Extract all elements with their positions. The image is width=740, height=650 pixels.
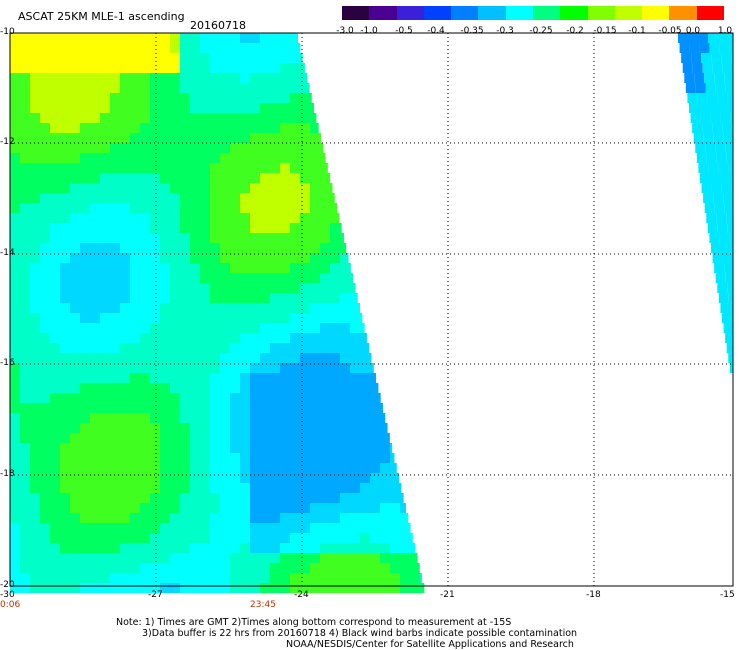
footnotes: Note: 1) Times are GMT 2)Times along bot… xyxy=(116,617,577,650)
colorbar-label: -0.1 xyxy=(628,26,646,36)
colorbar-swatch xyxy=(342,6,370,20)
swath-data xyxy=(10,33,733,593)
longitude-label: -18 xyxy=(586,590,601,600)
colorbar-swatch xyxy=(396,6,424,20)
colorbar-label: -0.05 xyxy=(658,26,682,36)
product-title: ASCAT 25KM MLE-1 ascending xyxy=(18,10,185,23)
longitude-label: -15 xyxy=(720,590,735,600)
note-line-1: Note: 1) Times are GMT 2)Times along bot… xyxy=(116,617,512,628)
colorbar-labels: -3.0 -1.0 -0.5 -0.4 -0.35 -0.3 -0.25 -0.2 -0.15 -… xyxy=(330,26,735,38)
colorbar-label: -0.5 xyxy=(395,26,413,36)
colorbar-swatch xyxy=(669,6,697,20)
colorbar-label: -0.25 xyxy=(529,26,553,36)
note-line-3: NOAA/NESDIS/Center for Satellite Applica… xyxy=(286,639,574,650)
product-date: 20160718 xyxy=(190,19,246,32)
colorbar-swatch xyxy=(451,6,479,20)
colorbar-label: -0.2 xyxy=(566,26,584,36)
lat-lon-grid xyxy=(10,33,733,586)
colorbar-label: -0.15 xyxy=(593,26,617,36)
note-line-2: 3)Data buffer is 22 hrs from 20160718 4)… xyxy=(142,628,578,639)
map-frame xyxy=(9,32,734,587)
colorbar-swatch xyxy=(505,6,533,20)
swath-map xyxy=(9,32,734,593)
colorbar xyxy=(342,6,724,20)
colorbar-swatch xyxy=(614,6,643,20)
colorbar-swatch xyxy=(587,6,615,20)
longitude-label: -27 xyxy=(148,590,163,600)
colorbar-swatch xyxy=(560,6,588,20)
colorbar-label: -0.3 xyxy=(496,26,514,36)
colorbar-label: -1.0 xyxy=(360,26,378,36)
latitude-label: -18 xyxy=(0,469,15,479)
colorbar-swatch xyxy=(642,6,670,20)
latitude-label: -20 xyxy=(0,580,15,590)
longitude-label: -21 xyxy=(440,590,455,600)
time-label-start: 0:06 xyxy=(0,600,21,610)
latitude-label: -10 xyxy=(0,27,15,37)
latitude-label: -14 xyxy=(0,248,15,258)
latitude-label: -16 xyxy=(0,358,15,368)
colorbar-label: -0.4 xyxy=(427,26,445,36)
colorbar-swatch xyxy=(423,6,452,20)
colorbar-label: 1.0 xyxy=(717,26,733,36)
latitude-label: -12 xyxy=(0,137,15,147)
colorbar-swatch xyxy=(696,6,724,20)
time-label-end: 23:45 xyxy=(250,600,276,610)
colorbar-swatch xyxy=(478,6,506,20)
colorbar-swatch xyxy=(532,6,561,20)
longitude-label: -24 xyxy=(294,590,309,600)
longitude-label: -30 xyxy=(0,590,15,600)
colorbar-label: -3.0 xyxy=(336,26,354,36)
colorbar-label: 0.0 xyxy=(685,26,701,36)
colorbar-label: -0.35 xyxy=(460,26,484,36)
colorbar-swatch xyxy=(369,6,397,20)
